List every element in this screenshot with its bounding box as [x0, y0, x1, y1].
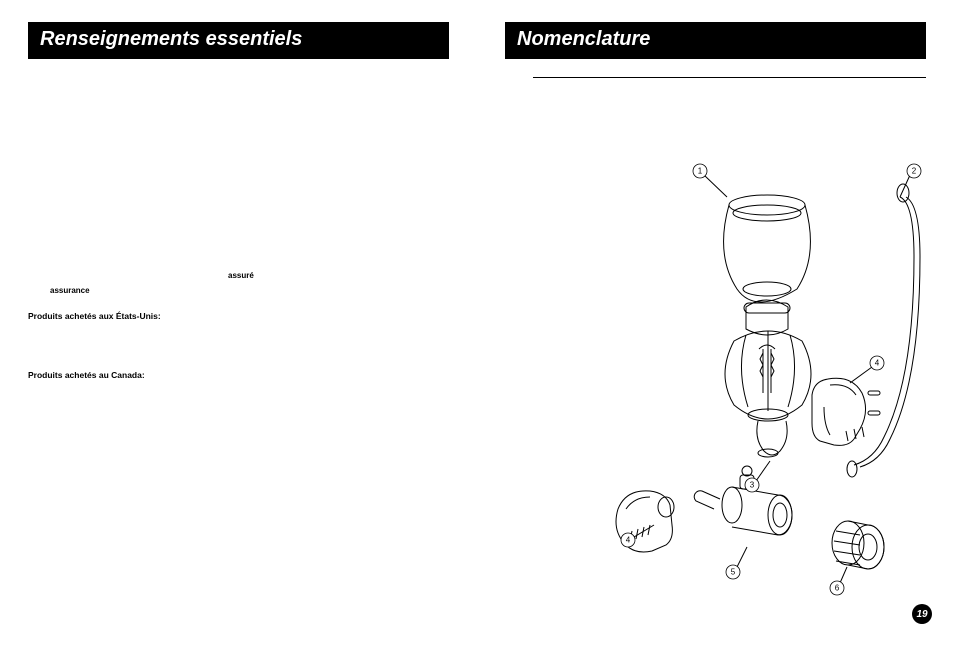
us-block: The Coleman Company, Inc. 3600 North Hyd…	[28, 327, 449, 338]
right-column: Nomenclature 1. Globe 2. Chainette/anse …	[477, 0, 954, 646]
left-header: Renseignements essentiels	[28, 22, 449, 59]
part-2: 2. Chainette/anse	[532, 109, 619, 118]
callout-4b: 4	[626, 536, 631, 545]
left-column: Renseignements essentiels Veuillez conse…	[0, 0, 477, 646]
callout-4a: 4	[875, 359, 880, 368]
bold-assurance: assurance	[50, 286, 90, 295]
callout-1: 1	[698, 167, 703, 176]
right-header: Nomenclature	[505, 22, 926, 59]
left-para-2: Veuillez nous contacter si vous avez des…	[28, 120, 449, 152]
ca-block: Sunbeam Corporation (Canada) Limited 597…	[28, 386, 449, 408]
subhead-ca: Produits achetés au Canada:	[28, 370, 449, 380]
exploded-diagram: 1 2 3 4 4 5 6	[532, 135, 932, 600]
part-3: 3. Tube du brûleur	[532, 118, 619, 127]
page-number: 19	[912, 604, 932, 624]
callout-5: 5	[731, 568, 736, 577]
bold-assure: assuré	[228, 271, 254, 280]
left-bold-line: assuré	[28, 271, 449, 282]
collar-icon	[725, 300, 811, 457]
part-1: 1. Globe	[532, 100, 619, 109]
left-para-1: Veuillez conserver votre preuve d'achat …	[28, 77, 449, 109]
callout-6: 6	[835, 584, 840, 593]
callout-3: 3	[750, 481, 755, 490]
right-rule	[533, 77, 926, 78]
subhead-us: Produits achetés aux États-Unis:	[28, 311, 449, 321]
left-para-2a: Veuillez nous contacter si vous avez des…	[28, 120, 437, 151]
callout-2: 2	[912, 167, 917, 176]
knob-icon	[832, 521, 884, 569]
globe-icon	[724, 195, 811, 302]
left-bold-line2: assurance	[28, 286, 449, 297]
housing-right-icon	[812, 378, 880, 445]
regulator-icon	[694, 466, 792, 535]
left-body: Veuillez conserver votre preuve d'achat …	[28, 77, 449, 297]
